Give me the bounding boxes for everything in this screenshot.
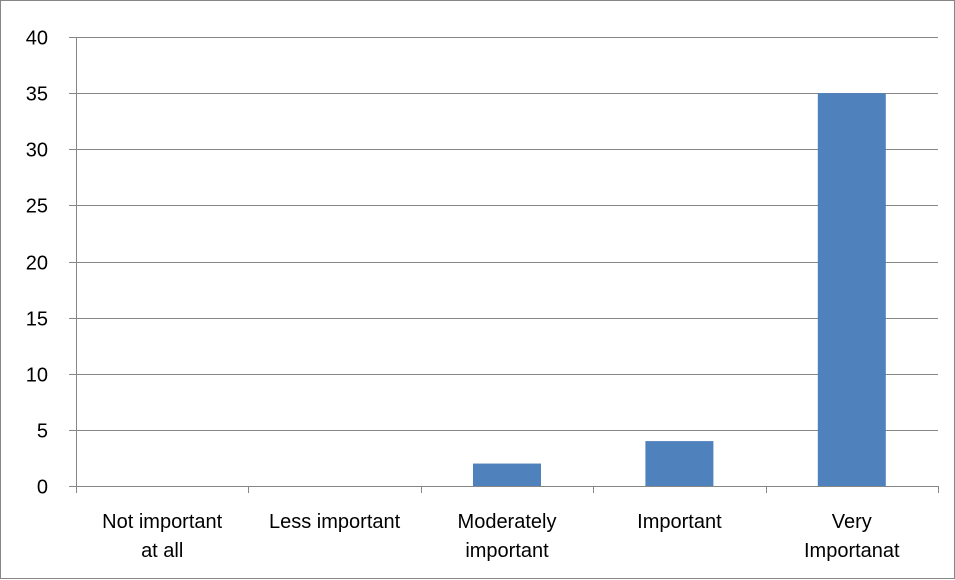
tick-labels: 0 5 10 15 20 25 30 35 40 Not important at all Less … (26, 28, 900, 563)
gridlines (76, 37, 938, 431)
x-tick-label-2-0: Moderately (458, 511, 557, 533)
y-tick-label-30: 30 (26, 140, 48, 162)
x-tick-label-0-1: at all (141, 540, 183, 562)
bar-2 (473, 463, 541, 486)
bars (473, 93, 886, 486)
x-tick-label-1-0: Less important (269, 511, 401, 533)
y-tick-label-35: 35 (26, 84, 48, 106)
x-tick-label-3-0: Important (637, 511, 722, 533)
x-tick-label-2-1: important (465, 540, 549, 562)
x-tick-label-0-0: Not important (102, 511, 222, 533)
y-tick-label-20: 20 (26, 253, 48, 275)
y-tick-label-10: 10 (26, 365, 48, 387)
bar-4 (817, 93, 886, 486)
y-tick-label-0: 0 (37, 477, 48, 499)
y-tick-label-5: 5 (37, 421, 48, 443)
x-tick-label-4-1: Importanat (804, 540, 900, 562)
bar-3 (645, 441, 714, 486)
y-tick-label-40: 40 (26, 28, 48, 50)
y-tick-label-15: 15 (26, 309, 48, 331)
y-tick-label-25: 25 (26, 196, 48, 218)
axes (69, 37, 939, 493)
x-tick-label-4-0: Very (832, 511, 872, 533)
